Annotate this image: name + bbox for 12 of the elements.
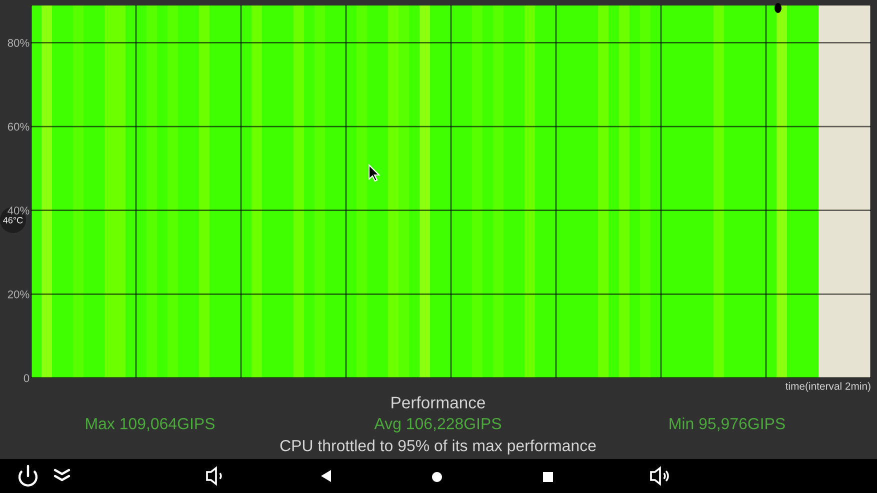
text: Avg 106,228GIPS [374,418,502,432]
text: 46°C [3,217,23,224]
y-tick-label: 80% [8,38,30,47]
y-tick-label: 0 [24,374,30,382]
y-tick-label: 60% [8,122,30,131]
text: CPU throttled to 95% of its max performance [280,440,596,454]
x-axis-title: time(interval 2min) [785,382,870,392]
y-tick-label: 20% [8,290,30,298]
y-tick-label: 40% [8,206,30,214]
text: Max 109,064GIPS [86,418,215,432]
text: Performance [392,396,485,408]
text: Min 95,976GIPS [670,418,785,432]
